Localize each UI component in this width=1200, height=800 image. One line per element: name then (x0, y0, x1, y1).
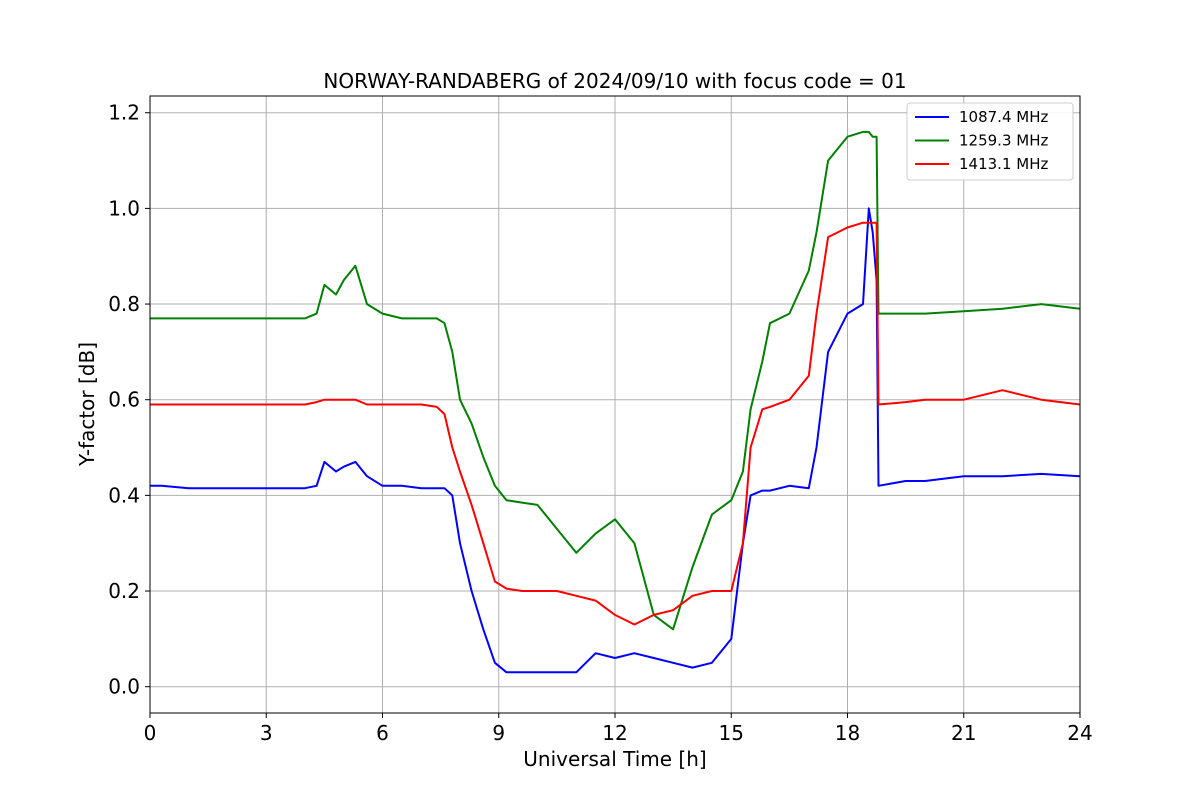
y-tick-label: 0.8 (108, 292, 140, 316)
legend-label: 1259.3 MHz (959, 132, 1048, 150)
series-group (150, 130, 1081, 674)
series-line-2 (150, 130, 1081, 631)
y-tick-label: 0.6 (108, 388, 140, 412)
legend-box (906, 102, 1074, 181)
x-tick-label: 0 (144, 721, 157, 745)
x-tick-label: 3 (260, 721, 273, 745)
x-tick-label: 9 (492, 721, 505, 745)
series-line-3 (150, 221, 1081, 626)
x-axis-label: Universal Time [h] (523, 747, 706, 771)
y-tick-label: 0.2 (108, 579, 140, 603)
x-tick-label: 15 (719, 721, 744, 745)
y-tick-label: 1.2 (108, 101, 140, 125)
legend-label: 1087.4 MHz (959, 108, 1048, 126)
x-tick-label: 18 (835, 721, 860, 745)
x-tick-label: 12 (602, 721, 627, 745)
ticks: 0 3 6 9 12 15 18 21 24 0.0 0.2 0.4 0.6 0.8 1.0 1.2 (108, 101, 1093, 745)
x-tick-label: 21 (951, 721, 976, 745)
x-tick-label: 6 (376, 721, 389, 745)
chart-title: NORWAY-RANDABERG of 2024/09/10 with focu… (323, 69, 906, 93)
legend: 1087.4 MHz 1259.3 MHz 1413.1 MHz (906, 102, 1074, 181)
y-tick-label: 0.0 (108, 675, 140, 699)
y-axis-label: Y-factor [dB] (75, 342, 99, 467)
y-tick-label: 0.4 (108, 483, 140, 507)
y-tick-label: 1.0 (108, 196, 140, 220)
x-tick-label: 24 (1067, 721, 1092, 745)
series-line-1 (150, 207, 1081, 674)
legend-label: 1413.1 MHz (959, 155, 1048, 173)
